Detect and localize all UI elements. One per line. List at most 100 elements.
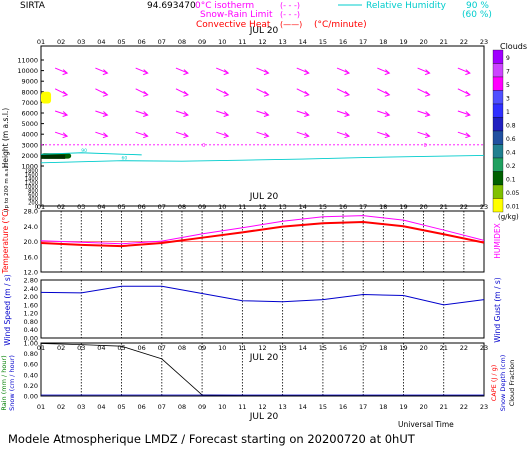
- footer-text: Modele Atmospherique LMDZ / Forecast sta…: [8, 432, 416, 446]
- rain-tick-0.00: 0.00: [24, 393, 38, 401]
- wind-arrow-shaft: [336, 110, 350, 116]
- wind-arrow-head: [424, 90, 431, 97]
- wind-arrow-head: [143, 132, 149, 139]
- wind-tick-1.60: 1.60: [24, 301, 38, 309]
- wind-arrow-head: [263, 132, 270, 139]
- height-tick-3000: 3000: [21, 141, 38, 149]
- hour-labels-mid-12: 12: [258, 203, 266, 211]
- low-height-tick-1400: 1400: [25, 177, 38, 183]
- wind-arrow-head: [344, 132, 351, 139]
- hour-labels-wind-05: 05: [117, 344, 125, 352]
- wind-arrow-head: [465, 69, 471, 76]
- hour-labels-mid-21: 21: [440, 203, 448, 211]
- hour-labels-top-08: 08: [178, 38, 186, 46]
- hour-labels-wind-23: 23: [480, 344, 488, 352]
- convective-legend: Convective Heat: [196, 20, 271, 30]
- colorbar-label-6: 0.6: [506, 136, 516, 143]
- colorbar-title: Clouds: [500, 42, 527, 51]
- wind-arrow-head: [62, 69, 69, 76]
- hour-labels-wind-16: 16: [339, 344, 347, 352]
- hour-labels-top-22: 22: [460, 38, 468, 46]
- hour-labels-mid-11: 11: [238, 203, 246, 211]
- hour-labels-top-05: 05: [117, 38, 125, 46]
- hour-labels-mid-17: 17: [359, 203, 367, 211]
- height-tick-10000: 10000: [17, 67, 38, 75]
- snow-legend-symbol: (- - -): [280, 10, 300, 19]
- wind-arrow-shaft: [216, 88, 229, 96]
- wind-arrow-shaft: [95, 110, 108, 116]
- hour-labels-bottom-18: 18: [379, 403, 387, 411]
- low-height-tick-1200: 1200: [25, 181, 38, 187]
- wind-arrow-shaft: [457, 88, 471, 96]
- humidity-legend: Relative Humidity: [366, 1, 447, 11]
- date-label-rain: JUL 20: [249, 412, 279, 422]
- hour-labels-wind-12: 12: [258, 344, 266, 352]
- cloud-patch-1: [41, 91, 52, 104]
- hour-labels-bottom-11: 11: [238, 403, 246, 411]
- hour-labels-mid-10: 10: [218, 203, 226, 211]
- wind-arrow-shaft: [377, 67, 390, 74]
- rain-tick-1.00: 1.00: [24, 340, 38, 348]
- colorbar-swatch-9: [492, 171, 504, 186]
- wind-arrow-head: [143, 69, 149, 76]
- wind-arrow-shaft: [95, 88, 108, 96]
- colorbar-label-5: 0.8: [506, 123, 516, 130]
- colorbar-swatch-3: [492, 90, 504, 105]
- colorbar-label-7: 0.4: [506, 150, 516, 157]
- low-height-tick-0: 0: [35, 205, 38, 211]
- wind-arrow-shaft: [256, 67, 269, 74]
- wind-arrow-head: [304, 90, 310, 97]
- series-humidex: [40, 215, 485, 245]
- wind-arrow-shaft: [296, 131, 309, 137]
- hour-labels-wind-15: 15: [319, 344, 327, 352]
- colorbar-swatch-5: [492, 117, 504, 132]
- wind-arrows: [54, 67, 471, 139]
- hour-labels-wind-02: 02: [57, 344, 65, 352]
- wind-tick-2.00: 2.00: [24, 293, 38, 301]
- hour-labels-top-18: 18: [379, 38, 387, 46]
- wind-arrow-shaft: [457, 110, 471, 116]
- wind-arrow-shaft: [256, 88, 269, 96]
- wind-arrow-head: [424, 132, 431, 139]
- hour-labels-top-16: 16: [339, 38, 347, 46]
- wind-arrow-head: [223, 111, 230, 117]
- isotherm-legend-symbol: (- - -): [280, 1, 300, 10]
- wind-arrow-shaft: [417, 67, 430, 74]
- wind-arrow-head: [465, 90, 471, 97]
- colorbar-label-4: 1: [506, 109, 510, 116]
- hour-labels-mid-22: 22: [460, 203, 468, 211]
- wind-arrow-shaft: [457, 67, 471, 74]
- wind-arrow-shaft: [135, 110, 148, 116]
- wind-arrow-head: [62, 90, 69, 97]
- station-code: 94.693470: [147, 1, 196, 11]
- hour-labels-bottom-05: 05: [117, 403, 125, 411]
- wind-arrow-shaft: [135, 88, 148, 96]
- height-axis-label-low: Up to 200 m a.s.l.: [4, 163, 10, 212]
- humidity-contour-label-60: 60: [122, 156, 128, 162]
- rain-tick-0.40: 0.40: [24, 371, 38, 379]
- wind-arrow-head: [263, 69, 270, 76]
- temperature-tick-28.0: 28.0: [24, 208, 38, 216]
- cloud-fraction-axis-label: Cloud Fraction: [508, 360, 516, 407]
- height-tick-6000: 6000: [21, 110, 38, 118]
- colorbar-swatch-2: [492, 76, 504, 91]
- humidity-contour-label-90: 90: [81, 148, 87, 154]
- humidity-contour-60: [40, 154, 485, 164]
- colorbar-swatch-10: [492, 184, 504, 199]
- hour-labels-top-19: 19: [399, 38, 407, 46]
- wind-tick-0.00: 0.00: [24, 335, 38, 343]
- hour-labels-bottom-03: 03: [77, 403, 85, 411]
- wind-arrow-shaft: [417, 131, 430, 137]
- temperature-tick-12.0: 12.0: [24, 269, 38, 277]
- snow-axis-label: Snow (cm / hour): [8, 355, 16, 411]
- hour-labels-wind-07: 07: [158, 344, 166, 352]
- hour-labels-top-17: 17: [359, 38, 367, 46]
- wind-arrow-shaft: [377, 110, 390, 116]
- hour-labels-top-02: 02: [57, 38, 65, 46]
- wind-arrow-shaft: [175, 67, 189, 74]
- hour-labels-top-14: 14: [299, 38, 307, 46]
- series-wind-speed: [40, 285, 485, 306]
- wind-arrow-shaft: [216, 131, 229, 137]
- hour-labels-mid-06: 06: [138, 203, 146, 211]
